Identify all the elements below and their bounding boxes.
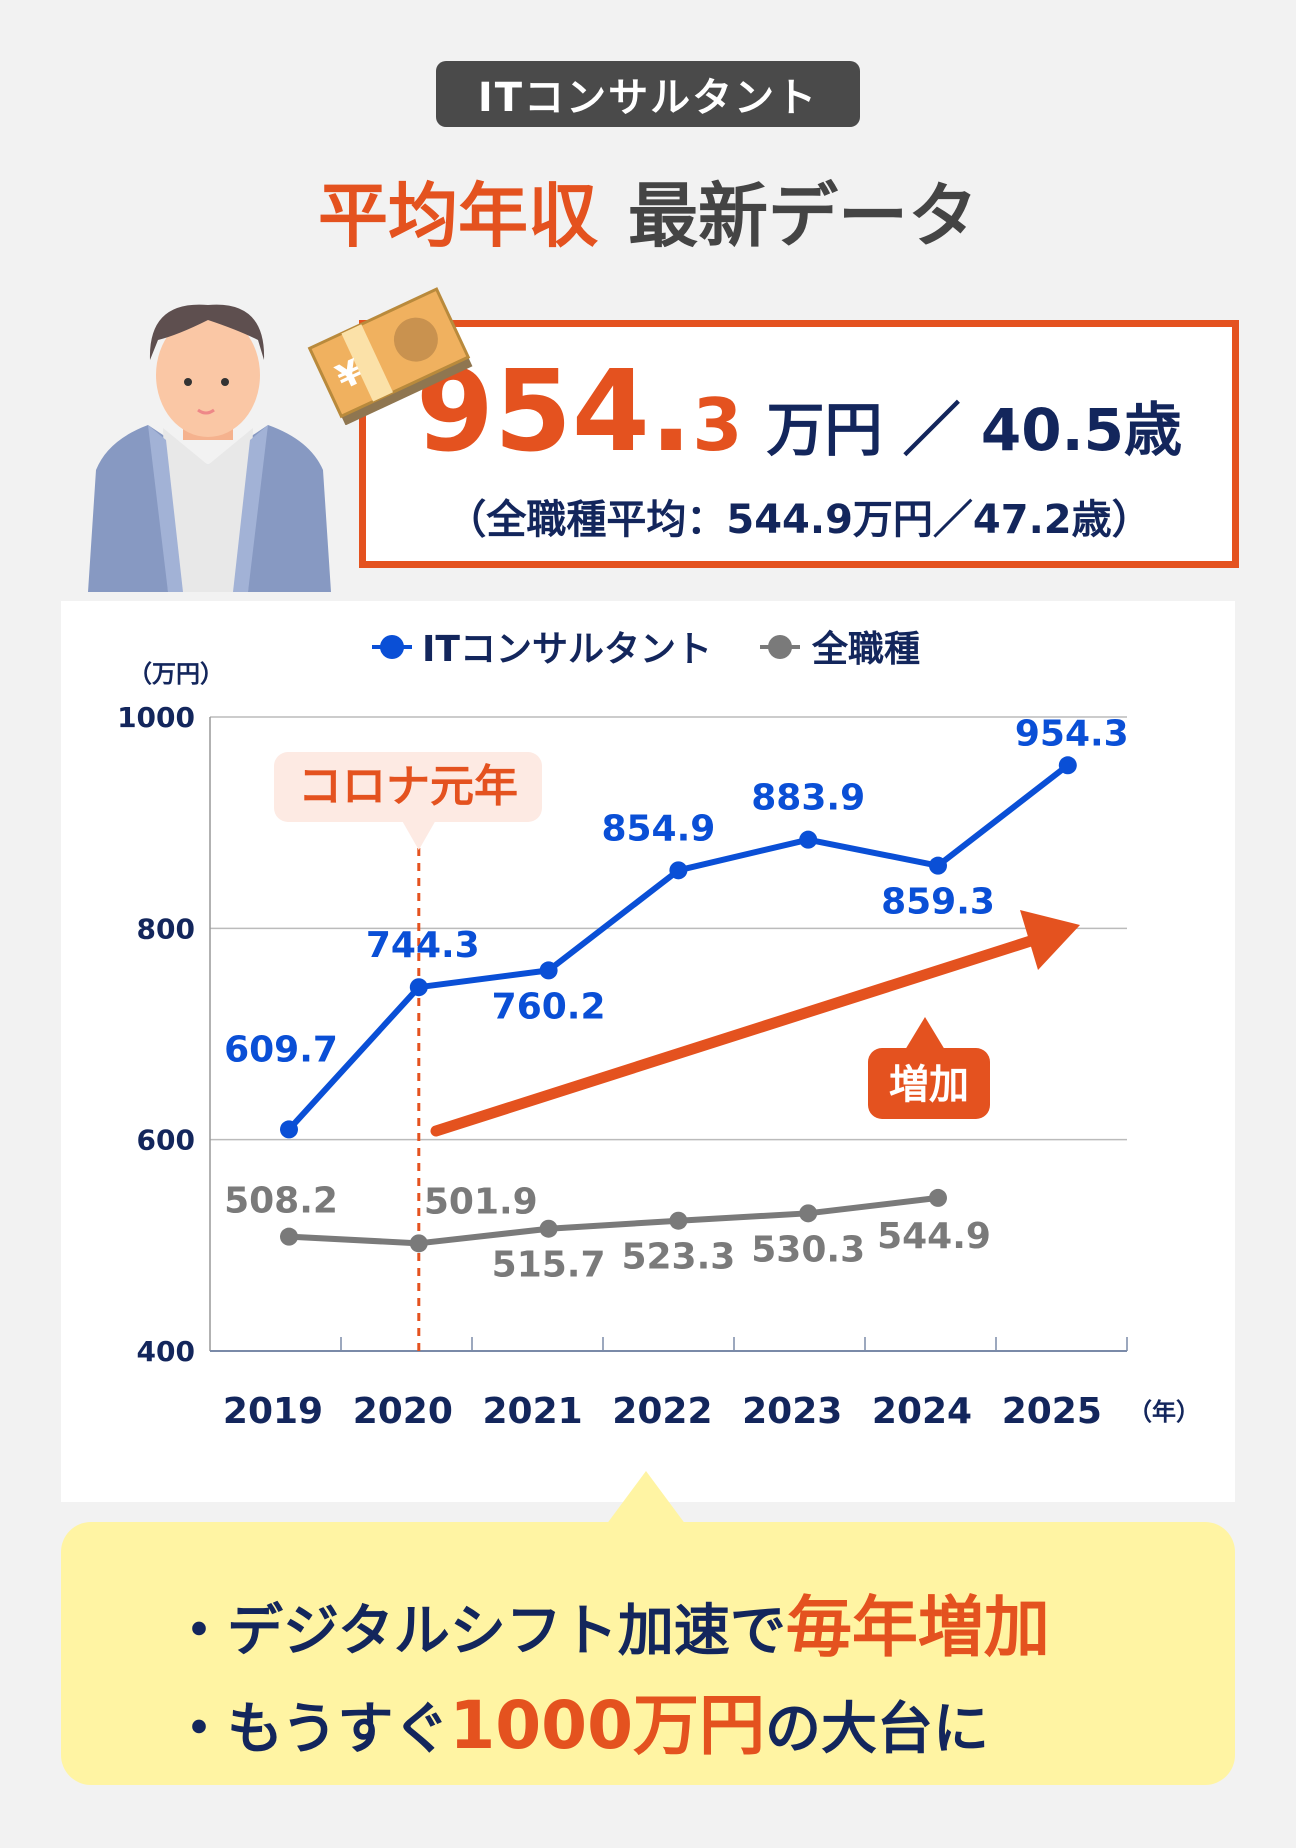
x-tick-label: 2025 <box>1002 1391 1102 1432</box>
y-tick-label: 400 <box>137 1335 195 1368</box>
all-jobs-point <box>409 1234 428 1253</box>
all-jobs-point <box>669 1211 688 1230</box>
all-jobs-comparison: （全職種平均：544.9万円／47.2歳） <box>446 497 1152 543</box>
key-point-1-text: デジタルシフト加速で <box>227 1599 786 1664</box>
it-consultant-point <box>539 961 558 980</box>
all-jobs-point <box>929 1188 947 1207</box>
all-jobs-data-label: 530.3 <box>751 1229 865 1270</box>
it-consultant-data-label: 760.2 <box>492 986 606 1027</box>
salary-unit-age: 万円 ／ 40.5歳 <box>766 396 1182 464</box>
title-highlight: 平均年収 <box>318 175 598 257</box>
callout-pointer <box>606 1471 686 1525</box>
all-jobs-data-label: 523.3 <box>621 1237 735 1278</box>
y-tick-label: 1000 <box>117 701 195 734</box>
it-consultant-point <box>669 861 688 880</box>
trend-label-pointer <box>905 1017 945 1050</box>
it-consultant-data-label: 859.3 <box>881 882 995 923</box>
legend-it-marker <box>380 635 404 659</box>
x-axis-unit: （年） <box>1128 1398 1200 1426</box>
event-label-box <box>274 752 542 822</box>
x-tick-label: 2023 <box>742 1391 842 1432</box>
job-badge: ITコンサルタント <box>436 61 860 127</box>
businessman-illustration <box>88 304 331 592</box>
it-consultant-data-label: 954.3 <box>1015 713 1129 754</box>
key-point-2-suffix: の大台に <box>765 1697 990 1762</box>
trend-arrow-head <box>1020 910 1080 970</box>
event-label-pointer <box>402 822 435 850</box>
yen-bills-icon: ¥ <box>307 287 473 425</box>
trend-label-box <box>868 1048 990 1119</box>
bullet-dot: ・ <box>171 1599 227 1664</box>
key-point-1-emphasis: 毎年増加 <box>785 1589 1050 1666</box>
all-jobs-data-label: 508.2 <box>224 1181 338 1222</box>
page-title: 平均年収 最新データ <box>0 160 1296 261</box>
it-consultant-data-label: 854.9 <box>601 808 715 849</box>
x-tick-label: 2022 <box>612 1391 712 1432</box>
y-tick-label: 800 <box>137 912 195 945</box>
key-point-2-text: もうすぐ <box>227 1697 450 1762</box>
y-tick-label: 600 <box>137 1124 195 1157</box>
key-point-2-emphasis: 1000万円 <box>449 1687 766 1764</box>
all-jobs-line <box>288 1194 939 1247</box>
all-jobs-point <box>280 1227 298 1246</box>
salary-summary-box: 954.3 万円 ／ 40.5歳 （全職種平均：544.9万円／47.2歳） <box>359 320 1239 568</box>
all-jobs-data-label: 515.7 <box>492 1245 606 1286</box>
salary-decimal: 3 <box>692 383 743 467</box>
legend-all-marker <box>768 635 792 659</box>
it-consultant-data-label: 609.7 <box>224 1029 338 1070</box>
all-jobs-data-label: 544.9 <box>877 1216 991 1257</box>
it-consultant-point <box>409 978 428 997</box>
key-point-2: ・もうすぐ1000万円の大台に <box>171 1672 989 1768</box>
bullet-dot: ・ <box>171 1697 227 1762</box>
legend-it-label: ITコンサルタント <box>422 629 712 670</box>
trend-label: 増加 <box>889 1062 969 1108</box>
it-consultant-data-label: 883.9 <box>751 778 865 819</box>
key-points-box: ・デジタルシフト加速で毎年増加 ・もうすぐ1000万円の大台に <box>61 1522 1235 1785</box>
it-consultant-point <box>929 856 947 875</box>
chart-legend: ITコンサルタント 全職種 <box>372 628 920 670</box>
key-point-1: ・デジタルシフト加速で毎年増加 <box>171 1574 1050 1670</box>
legend-all-label: 全職種 <box>811 628 920 670</box>
event-label: コロナ元年 <box>298 761 518 812</box>
all-jobs-data-label: 501.9 <box>424 1181 538 1222</box>
all-jobs-point <box>799 1204 818 1223</box>
it-consultant-point <box>280 1120 298 1139</box>
y-axis-unit: （万円） <box>128 660 224 688</box>
it-consultant-data-label: 744.3 <box>366 925 480 966</box>
it-consultant-point <box>799 830 818 849</box>
x-tick-label: 2021 <box>482 1391 582 1432</box>
x-tick-label: 2024 <box>872 1391 972 1432</box>
all-jobs-point <box>539 1219 558 1238</box>
x-tick-label: 2019 <box>223 1391 323 1432</box>
it-consultant-point <box>1058 756 1077 775</box>
trend-arrow-shaft <box>430 932 1046 1137</box>
x-tick-label: 2020 <box>353 1391 453 1432</box>
title-rest: 最新データ <box>628 175 978 257</box>
